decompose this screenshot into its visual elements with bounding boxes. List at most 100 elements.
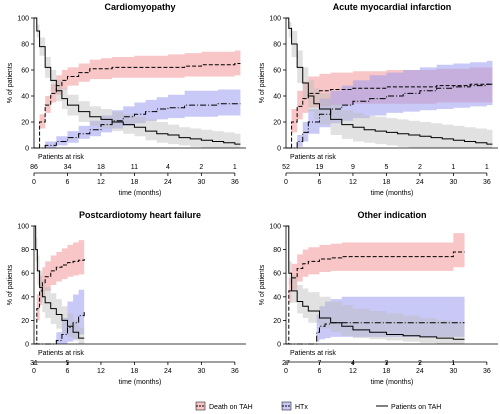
y-tick-label: 80 (21, 247, 29, 254)
chart-title: Other indication (357, 210, 426, 220)
series-line-death-on-tah (34, 259, 85, 345)
series-line-htx (34, 103, 241, 149)
chart-title: Postcardiotomy heart failure (79, 210, 201, 220)
y-tick-label: 40 (273, 94, 281, 101)
y-tick-label: 0 (277, 146, 281, 153)
ci-band-death-on-tah (34, 50, 241, 148)
ci-band-patients-on-tah (286, 226, 465, 344)
risk-value: 5 (384, 164, 388, 171)
x-tick-label: 30 (197, 368, 205, 375)
y-tick-label: 60 (21, 271, 29, 278)
y-tick-label: 100 (269, 16, 281, 23)
x-tick-label: 6 (66, 179, 70, 186)
series-line-death-on-tah (286, 251, 465, 345)
x-tick-label: 36 (231, 368, 239, 375)
y-tick-label: 60 (273, 68, 281, 75)
y-tick-label: 100 (269, 224, 281, 231)
x-tick-label: 0 (284, 368, 288, 375)
legend-label: HTx (295, 404, 308, 411)
y-tick-label: 0 (277, 342, 281, 349)
risk-value: 34 (64, 164, 72, 171)
risk-value: 9 (351, 164, 355, 171)
series-line-htx (286, 322, 465, 345)
series-line-patients-on-tah (286, 225, 465, 340)
risk-value: 2 (199, 164, 203, 171)
risk-table-label: Patients at risk (38, 350, 84, 357)
ci-band-htx (34, 287, 85, 344)
y-tick-label: 20 (21, 318, 29, 325)
chart-title: Cardiomyopathy (104, 2, 175, 12)
ci-band-patients-on-tah (34, 18, 241, 148)
x-tick-label: 18 (383, 368, 391, 375)
y-tick-label: 40 (273, 294, 281, 301)
risk-value: 4 (166, 164, 170, 171)
y-tick-label: 0 (25, 146, 29, 153)
risk-table-label: Patients at risk (290, 350, 336, 357)
y-axis-label: % of patients (7, 62, 14, 103)
series-line-htx (286, 83, 493, 149)
y-tick-label: 100 (17, 224, 29, 231)
y-tick-label: 0 (25, 342, 29, 349)
x-axis-label: time (months) (371, 190, 414, 197)
risk-table-label: Patients at risk (290, 154, 336, 161)
x-tick-label: 12 (349, 368, 357, 375)
y-tick-label: 40 (21, 294, 29, 301)
panel-acute-myocardial-infarction: Acute myocardial infarction020406080100%… (259, 2, 498, 197)
series-line-death-on-tah (286, 83, 493, 149)
series-line-patients-on-tah (34, 225, 85, 339)
ci-band-patients-on-tah (286, 18, 493, 148)
series-line-death-on-tah (34, 63, 241, 149)
ci-band-htx (34, 89, 241, 148)
x-tick-label: 12 (97, 179, 105, 186)
y-tick-label: 60 (273, 271, 281, 278)
x-axis-label: time (months) (371, 379, 414, 386)
x-tick-label: 30 (197, 179, 205, 186)
y-tick-label: 80 (273, 42, 281, 49)
x-tick-label: 18 (383, 179, 391, 186)
risk-value: 19 (316, 164, 324, 171)
x-axis-label: time (months) (119, 379, 162, 386)
x-tick-label: 24 (416, 179, 424, 186)
x-tick-label: 0 (32, 368, 36, 375)
x-tick-label: 24 (164, 368, 172, 375)
risk-value: 11 (131, 164, 138, 171)
series-line-patients-on-tah (286, 17, 493, 145)
ci-band-patients-on-tah (34, 226, 85, 344)
ci-band-htx (286, 60, 493, 148)
chart-title: Acute myocardial infarction (333, 2, 452, 12)
ci-band-htx (286, 296, 465, 344)
y-tick-label: 60 (21, 68, 29, 75)
series-line-patients-on-tah (34, 17, 241, 145)
series-line-htx (34, 312, 85, 345)
y-axis-label: % of patients (259, 62, 266, 103)
x-tick-label: 6 (318, 179, 322, 186)
x-tick-label: 36 (483, 179, 491, 186)
y-tick-label: 80 (21, 42, 29, 49)
x-tick-label: 36 (231, 179, 239, 186)
risk-value: 18 (97, 164, 105, 171)
x-tick-label: 0 (284, 179, 288, 186)
x-axis-label: time (months) (119, 190, 162, 197)
risk-value: 52 (282, 164, 290, 171)
legend: Death on TAH HTx Patients on TAH (195, 401, 441, 411)
legend-label: Patients on TAH (391, 404, 441, 411)
y-axis-label: % of patients (7, 264, 14, 305)
x-tick-label: 0 (32, 179, 36, 186)
x-tick-label: 36 (483, 368, 491, 375)
x-tick-label: 6 (318, 368, 322, 375)
risk-value: 1 (451, 164, 455, 171)
risk-table-label: Patients at risk (38, 154, 84, 161)
x-tick-label: 30 (449, 368, 457, 375)
x-tick-label: 24 (416, 368, 424, 375)
x-tick-label: 6 (66, 368, 70, 375)
ci-band-death-on-tah (286, 233, 465, 344)
y-axis-label: % of patients (259, 264, 266, 305)
panel-postcardiotomy-heart-failure: Postcardiotomy heart failure020406080100… (7, 210, 246, 386)
x-tick-label: 12 (349, 179, 357, 186)
y-tick-label: 40 (21, 94, 29, 101)
risk-value: 1 (485, 164, 489, 171)
x-tick-label: 18 (131, 179, 139, 186)
